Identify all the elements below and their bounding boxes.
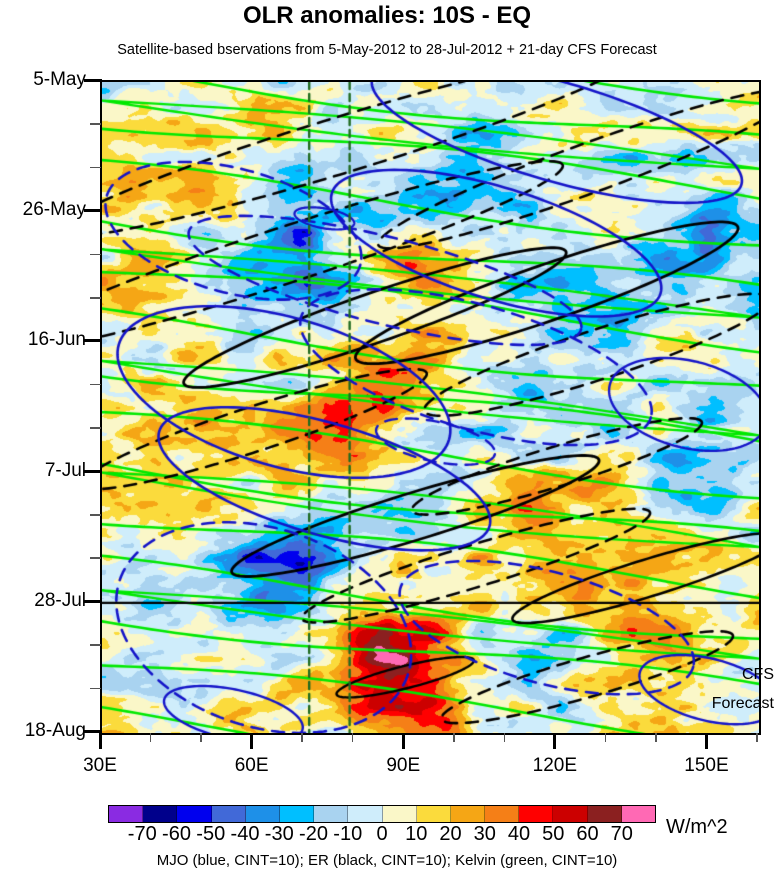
colorbar xyxy=(108,805,656,823)
wave-contour-overlay xyxy=(102,82,759,733)
x-tick-minor xyxy=(756,733,758,742)
y-tick-minor xyxy=(90,123,101,125)
x-tick-major-60 xyxy=(250,733,254,749)
chart-subtitle: Satellite-based bservations from 5-May-2… xyxy=(117,42,657,58)
y-tick-major-1 xyxy=(84,209,102,213)
cfs-annotation-line1: CFS xyxy=(742,666,774,683)
y-tick-major-0 xyxy=(84,79,102,82)
colorbar-swatch-6 xyxy=(314,806,349,822)
y-tick-minor xyxy=(90,644,101,646)
colorbar-swatch-13 xyxy=(553,806,588,822)
x-tick-major-120 xyxy=(553,733,557,749)
plot-area xyxy=(100,80,761,735)
contour-legend-caption: MJO (blue, CINT=10); ER (black, CINT=10)… xyxy=(156,852,618,869)
chart-title: OLR anomalies: 10S - EQ xyxy=(242,2,532,29)
colorbar-swatch-9 xyxy=(416,806,451,822)
y-tick-minor xyxy=(90,514,101,516)
colorbar-swatch-0 xyxy=(109,806,144,822)
x-label-150E: 150E xyxy=(684,755,729,776)
colorbar-tick--30: -30 xyxy=(264,823,294,845)
x-label-60E: 60E xyxy=(234,755,269,776)
colorbar-swatch-8 xyxy=(382,806,417,822)
colorbar-tick-30: 30 xyxy=(473,823,496,845)
x-label-30E: 30E xyxy=(83,755,117,776)
x-tick-minor xyxy=(200,733,202,742)
colorbar-swatch-11 xyxy=(485,806,520,822)
y-label-16-Jun: 16-Jun xyxy=(27,329,86,351)
colorbar-tick--20: -20 xyxy=(299,823,328,845)
colorbar-tick-20: 20 xyxy=(439,823,462,845)
colorbar-tick--10: -10 xyxy=(333,823,363,845)
y-label-28-Jul: 28-Jul xyxy=(34,589,86,611)
colorbar-swatch-5 xyxy=(279,806,315,822)
y-label-18-Aug: 18-Aug xyxy=(24,720,86,741)
colorbar-tick-70: 70 xyxy=(610,823,633,845)
colorbar-tick-0: 0 xyxy=(376,823,388,845)
colorbar-tick-10: 10 xyxy=(405,823,428,845)
y-tick-minor xyxy=(90,557,101,559)
x-label-90E: 90E xyxy=(386,755,421,776)
y-label-26-May: 26-May xyxy=(22,199,86,221)
y-tick-minor xyxy=(90,427,101,429)
y-tick-minor xyxy=(90,687,101,690)
colorbar-tick--70: -70 xyxy=(127,823,157,845)
colorbar-swatch-2 xyxy=(177,806,212,822)
colorbar-units-label: W/m^2 xyxy=(666,816,728,838)
colorbar-swatch-1 xyxy=(143,806,178,822)
colorbar-tick--60: -60 xyxy=(162,823,191,845)
y-tick-major-3 xyxy=(84,469,102,473)
y-tick-minor xyxy=(90,253,101,256)
y-tick-minor xyxy=(90,297,101,299)
x-tick-major-30 xyxy=(98,733,102,749)
y-label-5-May: 5-May xyxy=(33,69,86,90)
y-tick-minor xyxy=(90,166,101,169)
x-tick-minor xyxy=(503,733,506,742)
x-tick-minor xyxy=(604,733,607,742)
colorbar-swatch-10 xyxy=(450,806,486,822)
y-tick-minor xyxy=(90,383,101,386)
x-label-120E: 120E xyxy=(532,755,578,776)
colorbar-tick-40: 40 xyxy=(507,823,531,845)
colorbar-swatch-15 xyxy=(621,806,655,822)
y-tick-major-4 xyxy=(84,599,102,603)
x-tick-major-90 xyxy=(401,733,405,749)
x-tick-minor xyxy=(452,733,455,742)
x-tick-minor xyxy=(301,733,303,742)
colorbar-tick-labels: -70 -60 -50 -40 -30 -20 -10 0 10 20 30 40 50 60 70 xyxy=(108,823,656,847)
x-tick-minor xyxy=(351,733,354,742)
colorbar-tick--40: -40 xyxy=(230,823,260,845)
colorbar-tick-60: 60 xyxy=(576,823,599,845)
colorbar-tick-50: 50 xyxy=(542,823,565,845)
colorbar-tick--50: -50 xyxy=(196,823,226,845)
y-label-7-Jul: 7-Jul xyxy=(44,459,86,481)
x-tick-minor xyxy=(149,733,152,742)
x-tick-major-150 xyxy=(704,733,708,749)
colorbar-swatch-3 xyxy=(211,806,246,822)
cfs-annotation-line2: Forecast xyxy=(711,695,774,712)
y-tick-major-2 xyxy=(84,339,102,343)
colorbar-swatch-7 xyxy=(348,806,383,822)
colorbar-swatch-4 xyxy=(245,806,280,822)
x-tick-minor xyxy=(655,733,657,742)
colorbar-swatch-14 xyxy=(587,806,622,822)
y-tick-major-5 xyxy=(84,730,102,733)
colorbar-swatch-12 xyxy=(519,806,554,822)
